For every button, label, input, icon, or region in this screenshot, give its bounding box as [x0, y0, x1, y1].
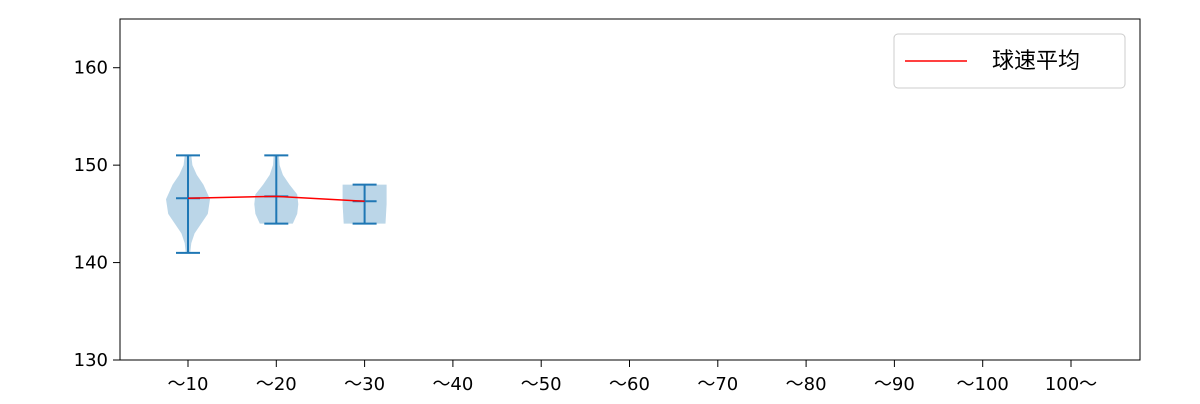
x-tick-label: ～100 — [957, 374, 1009, 395]
x-axis: ～10 ～20 ～30 ～40 ～50 ～60 ～70 ～80 ～90 ～100 100～ — [168, 360, 1097, 395]
mean-line-group — [187, 195, 365, 202]
x-tick-label: ～90 — [874, 374, 915, 395]
x-tick-label: ～20 — [256, 374, 297, 395]
y-tick-label: 160 — [74, 58, 108, 79]
mean-line — [187, 195, 365, 202]
x-tick-label: ～80 — [786, 374, 827, 395]
legend: 球速平均 — [893, 33, 1126, 89]
x-tick-label: ～70 — [697, 374, 738, 395]
y-tick-label: 150 — [74, 155, 108, 176]
y-tick-label: 140 — [74, 253, 108, 274]
x-tick-label: ～50 — [521, 374, 562, 395]
legend-label: 球速平均 — [992, 49, 1080, 74]
violins — [166, 154, 387, 254]
x-tick-label: ～60 — [609, 374, 650, 395]
x-tick-label: ～10 — [168, 374, 209, 395]
y-tick-label: 130 — [74, 350, 108, 371]
x-tick-label: ～30 — [344, 374, 385, 395]
y-axis: 130 140 150 160 — [74, 58, 120, 371]
x-tick-label: ～40 — [432, 374, 473, 395]
x-tick-label: 100～ — [1045, 374, 1097, 395]
legend-box — [893, 33, 1126, 89]
